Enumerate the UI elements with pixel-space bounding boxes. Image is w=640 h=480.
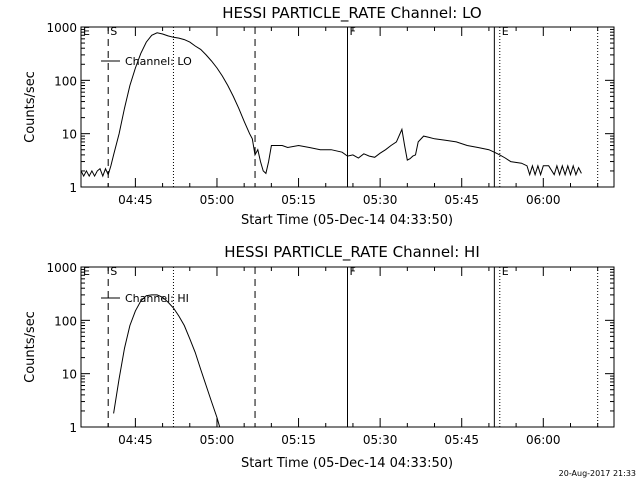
x-axis-label: Start Time (05-Dec-14 04:33:50)	[241, 456, 453, 471]
x-tick-label: 04:45	[118, 433, 153, 447]
y-tick-label: 10	[62, 368, 77, 382]
event-marker-label: F	[350, 265, 356, 278]
x-tick-label: 05:45	[444, 433, 479, 447]
y-tick-label: 1	[69, 421, 77, 435]
y-tick-label: 100	[54, 314, 77, 328]
x-axis-label: Start Time (05-Dec-14 04:33:50)	[241, 213, 453, 228]
y-tick-label: 10	[62, 128, 77, 142]
y-tick-label: 1000	[46, 21, 77, 35]
chart-marks: E S F E 1 10 100 1000 04:45 05:00 05:15 05:30 05:45 0…	[46, 21, 614, 207]
plot-frame	[80, 26, 615, 188]
chart-marks: E S F E 1 10 100 1000 04:45 05:00 05:15 05:30 05:45 0…	[46, 261, 614, 447]
event-marker-label: E	[502, 25, 509, 38]
x-tick-label: 04:45	[118, 193, 153, 207]
event-marker-label: S	[110, 265, 117, 278]
x-tick-label: 06:00	[526, 433, 561, 447]
series-line	[80, 32, 582, 178]
y-axis-label: Counts/sec	[23, 71, 38, 143]
x-tick-label: 05:15	[281, 193, 316, 207]
y-tick-label: 100	[54, 74, 77, 88]
series-line	[113, 294, 221, 428]
x-tick-label: 05:00	[200, 193, 235, 207]
x-tick-label: 05:15	[281, 433, 316, 447]
x-tick-label: 05:30	[363, 193, 398, 207]
x-tick-label: 05:45	[444, 193, 479, 207]
event-marker-label: F	[350, 25, 356, 38]
chart-title: HESSI PARTICLE_RATE Channel: LO	[222, 4, 481, 23]
footer-timestamp: 20-Aug-2017 21:33	[559, 469, 636, 478]
event-marker-label: E	[502, 265, 509, 278]
x-tick-label: 06:00	[526, 193, 561, 207]
event-marker-label: S	[110, 25, 117, 38]
event-marker-label: E	[83, 265, 90, 278]
chart-title: HESSI PARTICLE_RATE Channel: HI	[224, 243, 480, 262]
legend-label: Channel: LO	[125, 55, 192, 68]
plot-frame	[80, 266, 615, 428]
x-tick-label: 05:30	[363, 433, 398, 447]
x-tick-label: 05:00	[200, 433, 235, 447]
y-tick-label: 1	[69, 181, 77, 195]
legend-label: Channel: HI	[125, 292, 189, 305]
chart-panel-hi: HESSI PARTICLE_RATE Channel: HI Counts/s…	[23, 243, 615, 471]
y-tick-label: 1000	[46, 261, 77, 275]
chart-panel-lo: HESSI PARTICLE_RATE Channel: LO Counts/s…	[23, 4, 615, 228]
event-marker-label: E	[83, 25, 90, 38]
y-axis-label: Counts/sec	[23, 311, 38, 383]
